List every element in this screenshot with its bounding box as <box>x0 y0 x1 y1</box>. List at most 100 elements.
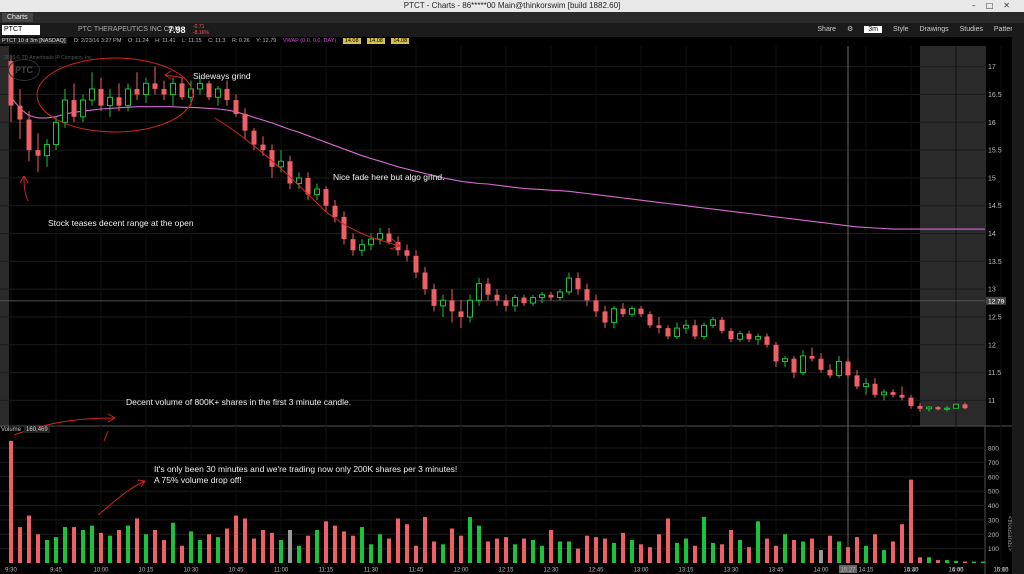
price-change: -0.71 -8.16% <box>193 24 209 36</box>
window-controls[interactable]: –□✕ <box>971 1 1020 10</box>
volume-bar <box>558 541 562 563</box>
candle-body-down <box>638 308 644 315</box>
candle-body-up <box>863 383 869 388</box>
tab-bar: Charts <box>0 12 1024 23</box>
volume-bar <box>396 518 400 563</box>
fade-arrow <box>214 117 401 250</box>
time-tick-label: 13:30 <box>723 568 739 574</box>
volume-bar <box>612 542 616 563</box>
price-change-pct: -8.16% <box>193 30 209 36</box>
candle-body-down <box>899 394 905 398</box>
candle-body-down <box>8 61 14 106</box>
vwap-line <box>10 96 985 230</box>
candle-body-down <box>341 216 347 240</box>
hand-drawn-annotations <box>13 57 401 516</box>
volume-bar <box>729 529 733 563</box>
candle-body-down <box>305 177 311 195</box>
candle-body-down <box>503 300 509 306</box>
volume-bar <box>153 529 157 563</box>
candle-body-down <box>692 325 698 337</box>
symbol-input[interactable]: PTCT <box>2 25 40 35</box>
candle-body-up <box>467 299 473 318</box>
volume-bar <box>855 537 859 563</box>
style-button[interactable]: Style <box>892 26 909 33</box>
candle-body-down <box>350 239 356 251</box>
drawings-button[interactable]: Drawings <box>919 26 949 33</box>
candle-body-up <box>44 144 50 157</box>
volume-bar <box>108 535 112 563</box>
volume-bar <box>918 557 922 563</box>
gear-icon[interactable]: ⚙ <box>847 26 854 33</box>
candle-body-down <box>908 397 914 406</box>
info-date: D: 2/23/16 3:27 PM <box>74 38 122 44</box>
volume-bar <box>603 538 607 563</box>
candle-body-down <box>935 407 941 410</box>
studies-button[interactable]: Studies <box>959 26 983 33</box>
volume-bar <box>270 532 274 563</box>
open-arrow <box>19 175 29 202</box>
candle-body-down <box>269 150 275 167</box>
candle-body-down <box>206 83 212 98</box>
volume-bar <box>36 534 40 563</box>
time-tick-label: 9:30 <box>5 568 17 574</box>
vwap-label[interactable]: VWAP (0.0, 0.0, DAY) <box>282 38 337 44</box>
candle-body-down <box>431 289 437 306</box>
premarket-shade <box>0 46 9 426</box>
candle-body-up <box>701 324 707 337</box>
tab-charts[interactable]: Charts <box>2 13 33 22</box>
volume-tick-label: 300 <box>988 517 999 524</box>
vwap-value-2: 14.08 <box>367 38 385 44</box>
volume-bar <box>693 545 697 563</box>
volume-bar <box>900 524 904 563</box>
candle-body-up <box>197 82 203 90</box>
candle-body-down <box>827 369 833 376</box>
volume-bar <box>639 544 643 563</box>
candle-body-down <box>746 333 752 340</box>
candle-body-up <box>89 88 95 101</box>
candle-body-down <box>593 300 599 312</box>
price-volume-chart[interactable]: 11 11.5 12 12.5 13 13.5 14 14.5 15 15.5 16 16.5 17 10… <box>0 46 1012 574</box>
right-sidebar-strip[interactable] <box>1012 23 1024 574</box>
volume-bar <box>387 538 391 563</box>
volume-bar <box>423 517 427 563</box>
last-price: 7.98 <box>168 25 186 35</box>
share-button[interactable]: Share <box>817 26 837 33</box>
candle-body-up <box>296 177 302 184</box>
candle-body-up <box>953 403 959 409</box>
candle-body-down <box>791 358 797 373</box>
candle-body-up <box>62 99 68 123</box>
volume-bar <box>720 544 724 563</box>
volume-bar <box>414 545 418 563</box>
volume-bar <box>81 529 85 563</box>
volume-bar <box>567 541 571 563</box>
price-tick-label: 13.5 <box>988 259 1002 266</box>
candle-body-down <box>809 355 815 359</box>
volume-bar <box>54 537 58 563</box>
volume-bar <box>378 534 382 563</box>
volume-bar <box>540 545 544 563</box>
annotation-30min-1: It's only been 30 minutes and we're trad… <box>154 464 458 474</box>
candle-body-up <box>368 238 374 246</box>
info-close: C: 11.3 <box>208 38 226 44</box>
volume-bar <box>459 535 463 563</box>
patterns-button[interactable]: Patterns <box>993 26 1020 33</box>
cursor-time-tag <box>839 565 857 573</box>
volume-bar <box>927 557 931 563</box>
window-titlebar: PTCT - Charts - 86*****00 Main@thinkorsw… <box>0 0 1024 12</box>
volume-bar <box>225 528 229 563</box>
volume-bar <box>360 527 364 563</box>
volume-bar <box>18 527 22 563</box>
candle-body-down <box>395 241 401 251</box>
candle-body-up <box>53 121 59 146</box>
price-tick-label: 15 <box>988 175 996 182</box>
candle-body-up <box>881 391 887 396</box>
volume-bar <box>972 561 976 563</box>
volume-bar <box>171 522 175 563</box>
volume-bar <box>936 560 940 563</box>
price-tick-label: 13 <box>988 287 996 294</box>
candle-body-up <box>737 333 743 340</box>
volume-bar <box>324 521 328 563</box>
last-price-tag <box>986 296 1006 305</box>
candle-body-down <box>17 105 23 120</box>
timeframe-button[interactable]: 3m <box>864 26 882 33</box>
